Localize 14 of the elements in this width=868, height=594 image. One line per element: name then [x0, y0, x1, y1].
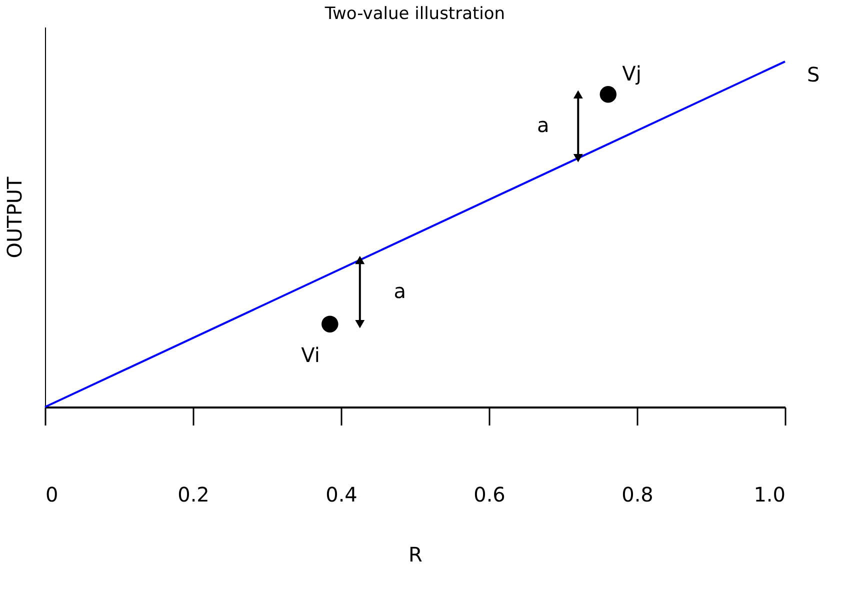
series-label: Vi	[301, 343, 320, 368]
x-tick-label: 0	[46, 482, 58, 506]
chart-title: Two-value illustration	[324, 4, 506, 24]
series-label: Vj	[622, 61, 642, 86]
x-axis-title: R	[408, 542, 423, 566]
x-tick-label: 0.2	[178, 482, 210, 506]
annotation: a	[537, 113, 550, 138]
series-label: S	[807, 62, 820, 87]
y-axis-title: OUTPUT	[2, 176, 26, 258]
x-tick-label: 0.6	[474, 482, 506, 506]
annotation: a	[394, 279, 406, 304]
x-tick-label: 1.0	[754, 482, 786, 506]
x-tick-label: 0.8	[622, 482, 654, 506]
x-tick-label: 0.4	[326, 482, 358, 506]
